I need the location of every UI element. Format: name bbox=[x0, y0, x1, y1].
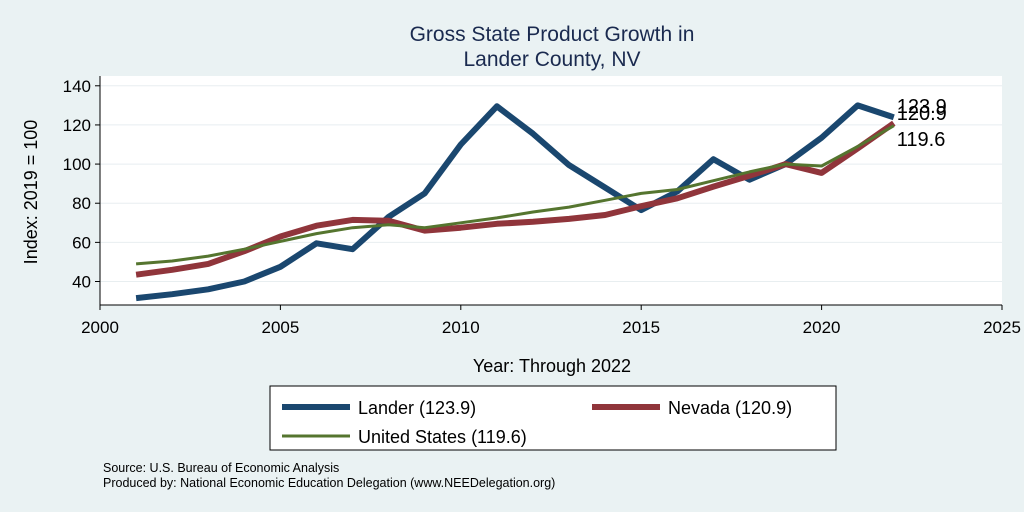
x-tick-label: 2005 bbox=[261, 318, 299, 337]
series-lines bbox=[135, 102, 896, 302]
legend-label-nevada: Nevada (120.9) bbox=[668, 398, 792, 418]
series-line-united-states bbox=[135, 124, 895, 266]
source-note: Source: U.S. Bureau of Economic Analysis bbox=[103, 461, 339, 475]
tick-labels: 40 60 80 100 120 140 2000 2005 2010 2015 2020 2025 bbox=[63, 77, 1021, 337]
x-tick-label: 2000 bbox=[81, 318, 119, 337]
y-tick-label: 60 bbox=[72, 233, 91, 252]
produced-by-note: Produced by: National Economic Education… bbox=[103, 476, 555, 490]
x-tick-label: 2025 bbox=[983, 318, 1021, 337]
x-axis-label: Year: Through 2022 bbox=[473, 356, 631, 376]
end-label-lander: 123.9 bbox=[897, 96, 947, 118]
y-axis-label: Index: 2019 = 100 bbox=[21, 120, 41, 265]
legend-label-lander: Lander (123.9) bbox=[358, 398, 476, 418]
x-tick-label: 2010 bbox=[442, 318, 480, 337]
y-tick-label: 120 bbox=[63, 116, 91, 135]
end-label-nevada: 120.9 bbox=[897, 103, 947, 125]
chart-title-line-2: Lander County, NV bbox=[463, 48, 640, 71]
y-tick-label: 80 bbox=[72, 194, 91, 213]
x-tick-label: 2020 bbox=[803, 318, 841, 337]
y-tick-label: 140 bbox=[63, 77, 91, 96]
legend-label-united-states: United States (119.6) bbox=[358, 427, 527, 447]
x-tick-label: 2015 bbox=[622, 318, 660, 337]
axes bbox=[95, 76, 1003, 310]
end-label-united-states: 119.6 bbox=[897, 129, 946, 151]
y-tick-label: 100 bbox=[63, 155, 91, 174]
y-tick-label: 40 bbox=[72, 273, 91, 292]
legend-box bbox=[269, 385, 837, 451]
chart-title-line-1: Gross State Product Growth in bbox=[410, 23, 695, 46]
